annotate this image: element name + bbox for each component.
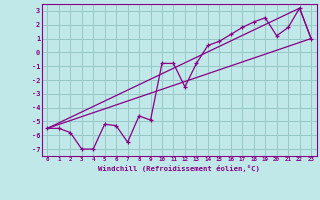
X-axis label: Windchill (Refroidissement éolien,°C): Windchill (Refroidissement éolien,°C) [98,165,260,172]
